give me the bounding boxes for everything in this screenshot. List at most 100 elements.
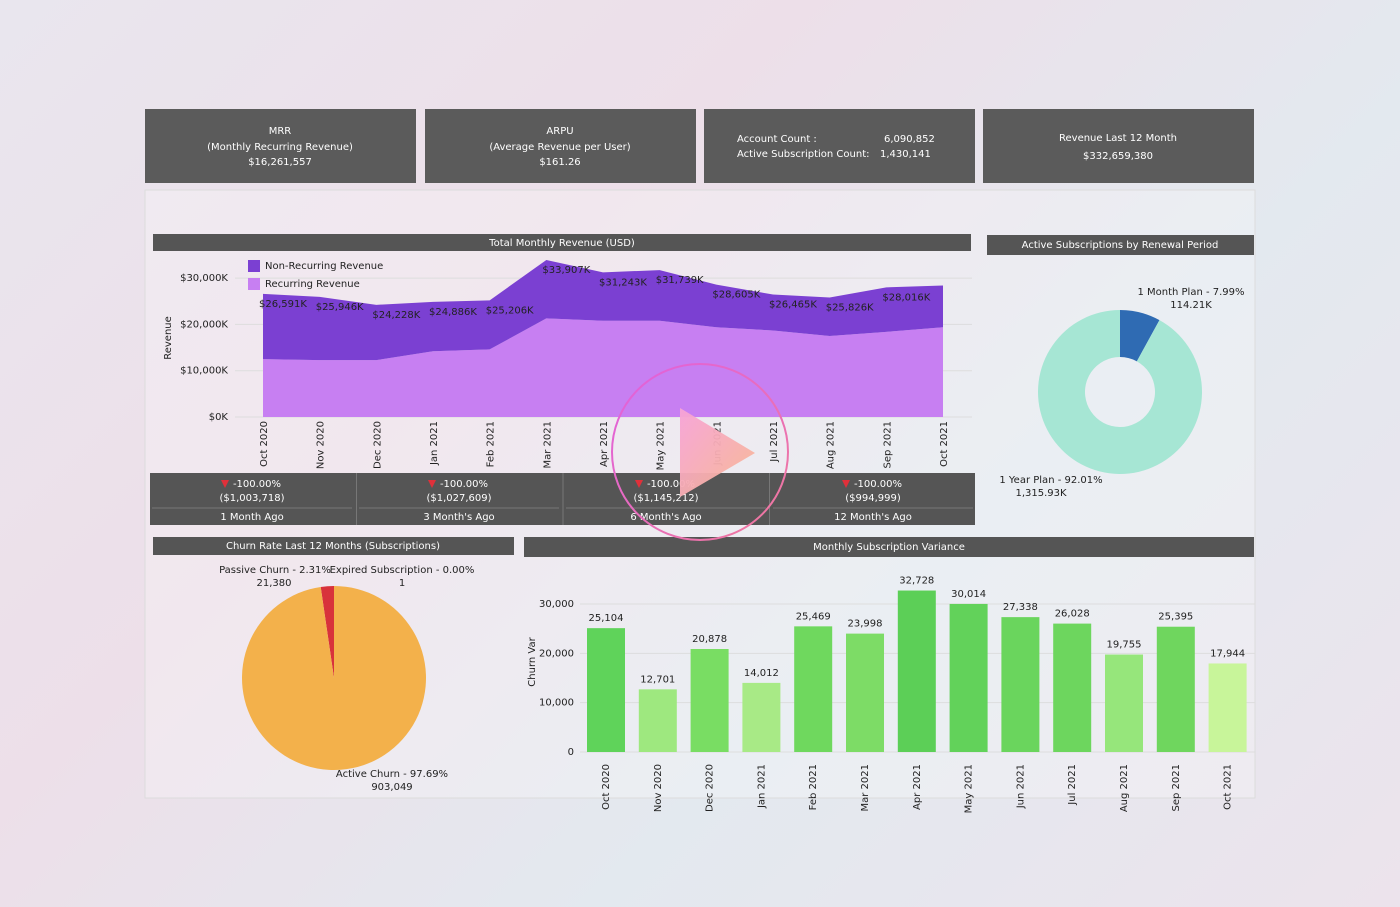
x-tick-label: Sep 2021 [882,421,893,468]
kpi-cards: MRR (Monthly Recurring Revenue) $16,261,… [145,109,1254,183]
change-amount: ($1,003,718) [219,493,284,504]
x-tick-label: Feb 2021 [808,764,819,810]
data-label: $25,826K [826,302,874,313]
data-label: $31,243K [599,277,647,288]
area [263,260,943,361]
title-bar [153,234,971,251]
data-label: 25,469 [796,611,831,622]
slice [241,586,426,771]
x-tick-label: Aug 2021 [826,421,837,469]
slice-count: 114.21K [1170,300,1212,311]
kpi-card [145,109,416,183]
data-label: $26,465K [769,300,817,311]
kpi-value: $161.26 [539,157,580,168]
slice-label: Expired Subscription - 0.00% [330,565,475,576]
kpi-title: Revenue Last 12 Month [1059,133,1177,144]
bar [690,649,729,752]
chart-title: Monthly Subscription Variance [813,542,965,553]
x-tick-label: Jul 2021 [1067,764,1078,806]
x-tick-label: Sep 2021 [1171,764,1182,811]
title-bars: Total Monthly Revenue (USD) Active Subsc… [153,234,1254,557]
x-tick-label: Dec 2020 [372,421,383,469]
kpi-label: Account Count : [737,134,817,145]
data-label: 26,028 [1055,609,1090,620]
down-arrow [842,480,850,488]
y-tick-label: 10,000 [539,698,574,709]
x-tick-label: Feb 2021 [486,421,497,467]
data-label: $28,016K [882,292,930,303]
slice-count: 903,049 [371,782,412,793]
slice-label: Active Churn - 97.69% [336,769,448,780]
kpi-value: 1,430,141 [880,149,931,160]
x-tick-label: Aug 2021 [1119,764,1130,812]
data-label: $31,739K [656,275,704,286]
change-percent: -100.00% [647,479,695,490]
slice [1120,310,1160,362]
change-percent: -100.00% [440,479,488,490]
y-tick-label: 0 [568,747,574,758]
kpi-title: MRR [269,126,292,137]
x-tick-label: Jan 2021 [429,421,440,466]
x-tick-label: Jun 2021 [712,421,723,466]
bar [587,628,625,752]
kpi-value: $16,261,557 [248,157,312,168]
change-period: 3 Month's Ago [423,512,494,523]
x-tick-label: Jul 2021 [769,421,780,463]
kpi-value: $332,659,380 [1083,151,1153,162]
x-tick-label: Nov 2020 [316,421,327,469]
x-tick-label: Nov 2020 [653,764,664,812]
change-percent: -100.00% [233,479,281,490]
change-amount: ($994,999) [845,493,901,504]
x-tick-label: Oct 2020 [601,764,612,810]
chart-title: Total Monthly Revenue (USD) [488,238,635,249]
slice [320,586,334,678]
slice-label: 1 Month Plan - 7.99% [1137,287,1244,298]
kpi-card [983,109,1254,183]
data-label: 27,338 [1003,602,1038,613]
x-tick-label: Mar 2021 [542,421,553,469]
data-label: $25,206K [486,305,534,316]
chart-title: Churn Rate Last 12 Months (Subscriptions… [226,541,440,552]
x-tick-label: Jan 2021 [756,764,767,809]
slice [1037,310,1202,475]
data-label: $24,886K [429,307,477,318]
bar [846,633,884,752]
change-period: 6 Month's Ago [630,512,701,523]
kpi-value: 6,090,852 [884,134,935,145]
down-arrow [428,480,436,488]
legend-swatch [248,278,260,290]
legend-label: Recurring Revenue [265,279,360,290]
bar [1208,663,1247,752]
data-label: $33,907K [542,265,590,276]
y-axis-label: Churn Var [527,636,538,686]
slice-label: Passive Churn - 2.31% [219,565,331,576]
chart-title: Active Subscriptions by Renewal Period [1022,240,1219,251]
data-label: 25,104 [589,613,624,624]
change-period: 1 Month Ago [220,512,283,523]
y-tick-label: $20,000K [180,319,228,330]
change-amount: ($1,145,212) [633,493,698,504]
data-label: 19,755 [1107,640,1142,651]
title-bar [524,537,1254,557]
x-tick-label: Mar 2021 [860,764,871,812]
change-period: 12 Month's Ago [834,512,912,523]
kpi-subtitle: (Average Revenue per User) [489,142,630,153]
data-label: $25,946K [316,302,364,313]
data-label: 23,998 [848,619,883,630]
change-amount: ($1,027,609) [426,493,491,504]
data-label: $28,605K [712,290,760,301]
bar [949,603,988,752]
title-bar [153,537,514,555]
data-label: $26,591K [259,299,307,310]
data-label: 12,701 [640,674,675,685]
x-tick-label: May 2021 [656,421,667,470]
y-tick-label: $10,000K [180,366,228,377]
data-label: 17,944 [1210,648,1245,659]
kpi-card [425,109,696,183]
bar [1105,654,1143,752]
data-label: $24,228K [372,310,420,321]
bar [1156,626,1195,752]
data-label: 25,395 [1158,612,1193,623]
x-tick-label: Oct 2021 [1223,764,1234,810]
